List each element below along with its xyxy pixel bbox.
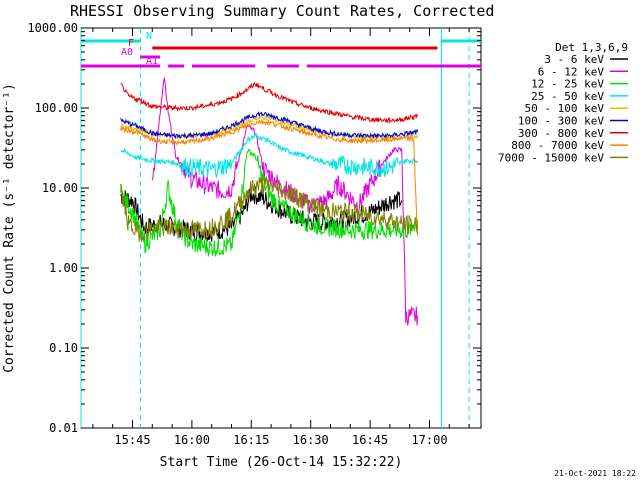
x-tick-label: 16:15 [233,433,269,447]
flag-label-n: N [146,31,152,42]
x-tick-label: 15:45 [114,433,150,447]
series-line [120,132,419,178]
series-line [120,119,419,237]
legend-entry: 3 - 6 keV [544,53,604,66]
y-tick-label: 1.00 [49,261,78,275]
x-tick-label: 16:00 [174,433,210,447]
legend-entry: 100 - 300 keV [518,115,604,128]
series-lines [120,76,419,326]
legend-entry: 7000 - 15000 keV [498,151,604,164]
legend-entry: 6 - 12 keV [538,65,605,78]
legend-title: Det 1,3,6,9 [555,41,628,54]
flag-label-f: F [128,38,134,49]
series-line [120,175,419,243]
y-tick-label: 100.00 [35,101,78,115]
y-tick-label: 0.10 [49,341,78,355]
legend-entry: 25 - 50 keV [531,90,604,103]
legend-entry: 300 - 800 keV [518,127,604,140]
x-tick-label: 16:45 [352,433,388,447]
series-line [120,111,419,140]
x-tick-label: 16:30 [293,433,329,447]
y-axis-label: Corrected Count Rate (s⁻¹ detector⁻¹) [2,83,17,373]
series-line [151,76,419,326]
y-tick-label: 0.01 [49,421,78,435]
vertical-markers [80,28,470,428]
legend-entry: 12 - 25 keV [531,78,604,91]
series-line [120,82,419,125]
y-axis: 1000.00 100.00 10.00 1.00 0.10 0.01 [27,21,481,435]
x-axis-label: Start Time (26-Oct-14 15:32:22) [160,455,403,470]
flag-label-a1: A1 [146,56,158,67]
footer-timestamp: 21-Oct-2021 18:22 [554,469,636,478]
chart-title: RHESSI Observing Summary Count Rates, Co… [70,2,494,20]
x-tick-label: 17:00 [411,433,447,447]
y-tick-label: 1000.00 [27,21,78,35]
y-tick-label: 10.00 [42,181,78,195]
flag-bars: N FA0 A1 [81,31,481,68]
legend-entry: 800 - 7000 keV [511,139,604,152]
legend-entry: 50 - 100 keV [525,102,605,115]
x-axis: 15:45 16:00 16:15 16:30 16:45 17:00 [92,28,470,447]
plot-frame [80,27,482,429]
flag-label-a0: A0 [121,47,133,58]
